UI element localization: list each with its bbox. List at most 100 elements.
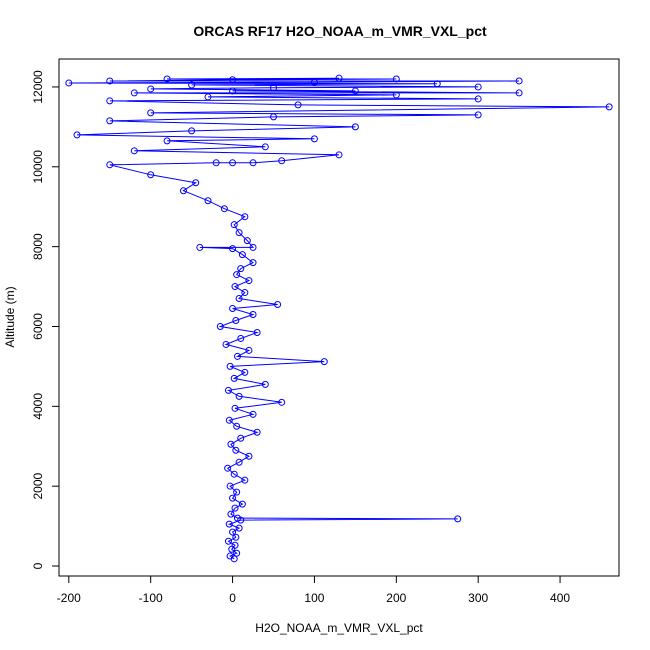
data-point — [179, 187, 187, 195]
data-point — [278, 157, 286, 165]
data-point — [225, 416, 233, 424]
data-point — [274, 301, 282, 309]
data-point — [249, 259, 257, 267]
data-point — [249, 159, 257, 167]
data-point — [106, 77, 114, 85]
data-point — [249, 311, 257, 319]
x-tick-label: -200 — [57, 591, 81, 605]
data-point — [188, 127, 196, 135]
data-point — [261, 380, 269, 388]
y-tick-label: 4000 — [31, 393, 45, 420]
data-point — [229, 305, 237, 313]
x-axis: -200 -100 0 100 200 300 400 — [57, 575, 570, 605]
data-point — [163, 137, 171, 145]
data-point — [226, 362, 234, 370]
y-axis-label: Altitude (m) — [3, 286, 17, 347]
data-point — [229, 528, 237, 536]
data-point — [245, 452, 253, 460]
data-point — [224, 537, 232, 545]
data-point — [229, 76, 237, 84]
data-point — [241, 213, 249, 221]
data-point — [230, 374, 238, 382]
data-point — [245, 346, 253, 354]
data-point — [261, 143, 269, 151]
data-point — [229, 245, 237, 253]
data-point — [351, 123, 359, 131]
data-point — [237, 334, 245, 342]
data-point — [241, 289, 249, 297]
data-point — [147, 85, 155, 93]
data-point — [241, 476, 249, 484]
data-point — [226, 482, 234, 490]
data-point — [515, 89, 523, 97]
data-point — [237, 265, 245, 273]
data-point — [232, 316, 240, 324]
data-point — [229, 159, 237, 167]
y-tick-label: 12000 — [31, 70, 45, 104]
data-point — [238, 500, 246, 508]
data-point — [130, 147, 138, 155]
data-point — [212, 159, 220, 167]
data-point — [235, 458, 243, 466]
data-point — [235, 229, 243, 237]
data-point — [351, 87, 359, 95]
data-point — [245, 277, 253, 285]
data-point — [130, 89, 138, 97]
data-point — [224, 386, 232, 394]
data-point — [454, 515, 462, 523]
data-point — [188, 81, 196, 89]
x-tick-label: -100 — [139, 591, 163, 605]
data-point — [253, 428, 261, 436]
data-point — [335, 151, 343, 159]
x-tick-label: 200 — [386, 591, 406, 605]
data-point — [243, 237, 251, 245]
data-point — [220, 205, 228, 213]
data-point — [249, 410, 257, 418]
x-tick-label: 0 — [229, 591, 236, 605]
y-tick-label: 2000 — [31, 473, 45, 500]
x-tick-label: 300 — [468, 591, 488, 605]
data-point — [474, 95, 482, 103]
data-point — [227, 510, 235, 518]
data-point — [233, 488, 241, 496]
data-point — [237, 434, 245, 442]
data-point — [433, 80, 441, 88]
data-point — [232, 446, 240, 454]
data-point — [147, 171, 155, 179]
data-point — [222, 340, 230, 348]
data-point — [230, 470, 238, 478]
data-point — [392, 91, 400, 99]
data-point — [224, 464, 232, 472]
data-point — [238, 251, 246, 259]
data-point — [233, 422, 241, 430]
data-point — [106, 117, 114, 125]
data-point — [231, 504, 239, 512]
data-point — [230, 221, 238, 229]
data-point — [106, 97, 114, 105]
data-point — [270, 84, 278, 92]
data-point — [278, 398, 286, 406]
data-point — [235, 392, 243, 400]
data-point — [227, 440, 235, 448]
data-point — [192, 179, 200, 187]
data-point — [106, 161, 114, 169]
data-point — [231, 404, 239, 412]
data-point — [474, 111, 482, 119]
y-axis: 0 2000 4000 6000 8000 10000 12000 — [31, 70, 60, 569]
data-point — [235, 524, 243, 532]
data-point — [335, 74, 343, 82]
y-tick-label: 0 — [31, 562, 45, 569]
y-tick-label: 10000 — [31, 150, 45, 184]
data-point — [233, 271, 241, 279]
data-series — [65, 74, 613, 563]
data-point — [225, 520, 233, 528]
data-point — [204, 197, 212, 205]
data-point — [229, 494, 237, 502]
series-line — [68, 77, 610, 560]
data-point — [229, 87, 237, 95]
plot-area-frame — [58, 58, 620, 577]
data-point — [474, 83, 482, 91]
data-point — [235, 295, 243, 303]
y-tick-label: 8000 — [31, 233, 45, 260]
data-point — [241, 368, 249, 376]
